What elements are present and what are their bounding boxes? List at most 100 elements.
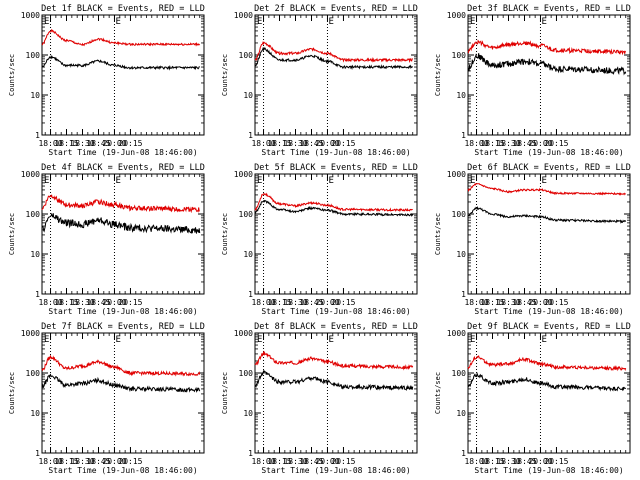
panel-title: Det 2f BLACK = Events, RED = LLD <box>254 4 418 14</box>
y-tick-label: 1000 <box>447 329 466 338</box>
y-tick-label: 1000 <box>234 329 253 338</box>
detector-panel-6: Det 6f BLACK = Events, RED = LLD 1 10 100 10… <box>434 163 631 316</box>
y-tick-label: 10 <box>30 250 40 259</box>
y-tick-label: 100 <box>452 51 467 60</box>
axis-frame <box>467 173 631 295</box>
x-axis-label: Start Time (19-Jun-08 18:46:00) <box>261 148 410 157</box>
y-tick-label: 10 <box>456 409 466 418</box>
marker-letter: E <box>115 335 120 345</box>
marker-letter: E <box>470 17 475 27</box>
panel-title: Det 5f BLACK = Events, RED = LLD <box>254 163 418 173</box>
y-tick-label: 1 <box>248 290 253 299</box>
y-tick-label: 10 <box>243 250 253 259</box>
x-tick-label: 20:00 <box>528 457 552 466</box>
x-axis-label: Start Time (19-Jun-08 18:46:00) <box>261 466 410 475</box>
marker-letter: E <box>328 335 333 345</box>
series-events-line <box>467 205 627 224</box>
marker-letter: E <box>44 176 49 186</box>
y-tick-label: 100 <box>26 369 41 378</box>
axis-frame <box>254 173 418 295</box>
x-axis-label: Start Time (19-Jun-08 18:46:00) <box>474 307 623 316</box>
x-tick-label: 18:15 <box>480 457 504 466</box>
y-tick-label: 100 <box>239 369 254 378</box>
y-tick-label: 10 <box>30 91 40 100</box>
x-tick-label: 18:15 <box>480 298 504 307</box>
marker-letter: E <box>541 335 546 345</box>
x-tick-label: 20:00 <box>315 457 339 466</box>
x-tick-label: 18:45 <box>512 298 536 307</box>
x-tick-label: 18:15 <box>480 139 504 148</box>
y-tick-label: 1 <box>461 449 466 458</box>
series-lld-line <box>467 182 626 196</box>
x-tick-label: 18:30 <box>283 457 307 466</box>
x-axis-label: Start Time (19-Jun-08 18:46:00) <box>48 466 197 475</box>
x-tick-label: 20:00 <box>315 139 339 148</box>
x-tick-label: 18:30 <box>496 139 520 148</box>
y-axis-label: Counts/sec <box>8 213 16 255</box>
detector-panel-7: Det 7f BLACK = Events, RED = LLD 1 10 100 10… <box>8 322 205 475</box>
x-axis-label: Start Time (19-Jun-08 18:46:00) <box>48 148 197 157</box>
detector-panel-5: Det 5f BLACK = Events, RED = LLD 1 10 100 10… <box>221 163 418 316</box>
x-tick-label: 20:00 <box>315 298 339 307</box>
x-tick-label: 20:15 <box>544 457 568 466</box>
x-tick-label: 18:00 <box>251 457 275 466</box>
detector-panel-3: Det 3f BLACK = Events, RED = LLD 1 10 100 10… <box>434 4 631 157</box>
panel-title: Det 3f BLACK = Events, RED = LLD <box>467 4 631 14</box>
y-tick-label: 10 <box>243 91 253 100</box>
y-axis-label: Counts/sec <box>221 54 229 96</box>
marker-letter: E <box>470 335 475 345</box>
series-events-line <box>254 199 414 217</box>
x-tick-label: 20:15 <box>118 298 142 307</box>
x-tick-label: 18:45 <box>86 139 110 148</box>
detector-panel-4: Det 4f BLACK = Events, RED = LLD 1 10 100 10… <box>8 163 205 316</box>
axis-frame <box>41 332 205 454</box>
x-tick-label: 20:15 <box>544 298 568 307</box>
y-tick-label: 10 <box>30 409 40 418</box>
marker-letter: E <box>257 17 262 27</box>
x-tick-label: 18:15 <box>267 457 291 466</box>
y-tick-label: 100 <box>26 210 41 219</box>
series-events-line <box>41 212 201 234</box>
x-tick-label: 20:15 <box>118 457 142 466</box>
y-tick-label: 1 <box>248 449 253 458</box>
marker-letter: E <box>257 176 262 186</box>
x-tick-label: 18:15 <box>54 457 78 466</box>
y-tick-label: 1000 <box>21 170 40 179</box>
axis-frame <box>41 14 205 136</box>
x-tick-label: 18:30 <box>283 298 307 307</box>
series-events-line <box>254 46 413 71</box>
axis-frame <box>41 173 205 295</box>
series-lld-line <box>41 354 201 377</box>
x-tick-label: 20:15 <box>331 139 355 148</box>
y-tick-label: 1000 <box>21 329 40 338</box>
y-axis-label: Counts/sec <box>221 372 229 414</box>
y-tick-label: 1 <box>35 449 40 458</box>
x-tick-label: 18:00 <box>38 457 62 466</box>
x-tick-label: 18:00 <box>38 139 62 148</box>
x-tick-label: 18:15 <box>54 139 78 148</box>
marker-letter: E <box>44 335 49 345</box>
y-tick-label: 10 <box>456 250 466 259</box>
y-tick-label: 1 <box>461 290 466 299</box>
x-tick-label: 18:30 <box>70 457 94 466</box>
y-tick-label: 1000 <box>21 11 40 20</box>
y-tick-label: 10 <box>456 91 466 100</box>
marker-letter: E <box>470 176 475 186</box>
detector-panel-9: Det 9f BLACK = Events, RED = LLD 1 10 100 10… <box>434 322 631 475</box>
y-axis-label: Counts/sec <box>434 213 442 255</box>
series-events-line <box>254 369 414 391</box>
marker-letter: E <box>328 17 333 27</box>
x-tick-label: 20:00 <box>528 139 552 148</box>
x-tick-label: 18:30 <box>496 457 520 466</box>
panel-title: Det 9f BLACK = Events, RED = LLD <box>467 322 631 332</box>
series-lld-line <box>467 39 627 56</box>
panel-title: Det 7f BLACK = Events, RED = LLD <box>41 322 205 332</box>
y-tick-label: 100 <box>452 369 467 378</box>
y-tick-label: 1000 <box>234 170 253 179</box>
series-events-line <box>41 54 200 71</box>
marker-letter: E <box>257 335 262 345</box>
y-tick-label: 1 <box>461 131 466 140</box>
x-tick-label: 18:45 <box>86 298 110 307</box>
y-tick-label: 1 <box>35 131 40 140</box>
